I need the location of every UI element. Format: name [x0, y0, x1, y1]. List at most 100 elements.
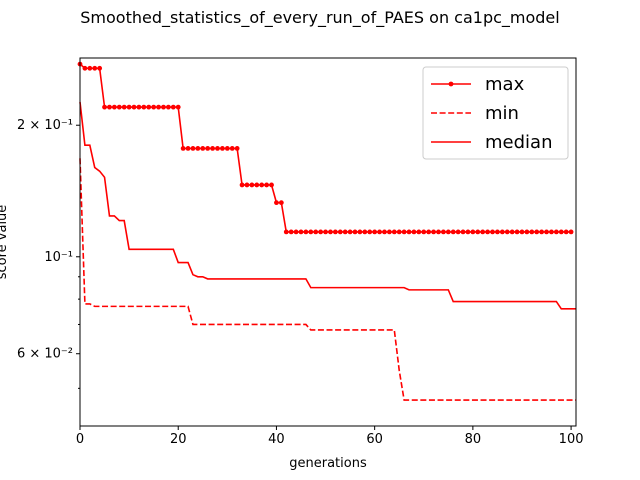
data-point-max — [87, 65, 93, 71]
data-point-max — [82, 65, 88, 71]
data-point-max — [386, 229, 392, 235]
legend: max min median — [422, 66, 569, 160]
y-axis: 2 × 10⁻¹ 10⁻¹ 6 × 10⁻² — [17, 118, 80, 389]
data-point-max — [377, 229, 382, 235]
y-axis-label: score value — [0, 205, 10, 280]
data-point-max — [568, 229, 574, 235]
series-layer — [77, 61, 576, 401]
data-point-max — [445, 229, 451, 235]
legend-marker-max — [448, 81, 454, 87]
data-point-max — [558, 229, 564, 235]
data-point-max — [185, 146, 191, 151]
data-point-max — [195, 146, 201, 151]
x-tick-label: 100 — [559, 432, 584, 447]
data-point-max — [431, 229, 436, 235]
data-point-max — [372, 229, 378, 235]
data-point-max — [190, 146, 196, 151]
data-point-max — [180, 146, 186, 151]
data-point-max — [293, 229, 299, 235]
x-tick-label: 80 — [465, 432, 482, 447]
data-point-max — [485, 229, 491, 235]
data-point-max — [175, 104, 181, 110]
data-point-max — [519, 229, 525, 235]
data-point-max — [342, 229, 348, 235]
data-point-max — [529, 229, 535, 235]
data-point-max — [220, 146, 225, 151]
data-point-max — [116, 104, 122, 110]
x-axis: 0 20 40 60 80 100 — [76, 426, 584, 447]
x-tick-label: 20 — [170, 432, 187, 447]
data-point-max — [499, 229, 505, 235]
data-point-max — [249, 182, 255, 188]
series-min — [79, 158, 576, 401]
data-point-max — [480, 229, 486, 235]
data-point-max — [234, 146, 240, 151]
y-tick-label: 10⁻¹ — [44, 250, 73, 265]
series-max — [77, 61, 574, 235]
data-point-max — [156, 104, 161, 110]
data-point-max — [107, 104, 112, 110]
legend-label-max: max — [485, 74, 525, 95]
data-point-max — [441, 229, 446, 235]
data-point-max — [254, 182, 260, 188]
data-point-max — [126, 104, 132, 110]
x-axis-label: generations — [289, 456, 367, 471]
data-point-max — [303, 229, 309, 235]
data-point-max — [406, 229, 412, 235]
data-point-max — [328, 229, 333, 235]
data-point-max — [524, 229, 530, 235]
data-point-max — [205, 146, 211, 151]
data-point-max — [111, 104, 117, 110]
data-point-max — [382, 229, 387, 235]
data-point-max — [244, 182, 250, 188]
data-point-max — [298, 229, 304, 235]
data-point-max — [278, 200, 284, 206]
data-point-max — [352, 229, 358, 235]
data-point-max — [318, 229, 324, 235]
data-point-max — [102, 104, 107, 110]
data-point-max — [165, 104, 171, 110]
data-point-max — [323, 229, 328, 235]
data-point-max — [308, 229, 314, 235]
data-point-max — [490, 229, 495, 235]
data-point-max — [509, 229, 515, 235]
legend-label-min: min — [485, 103, 519, 124]
series-line-median — [79, 101, 576, 310]
x-tick-label: 60 — [366, 432, 383, 447]
series-line-min — [79, 158, 576, 401]
data-point-max — [362, 229, 368, 235]
data-point-max — [450, 229, 456, 235]
chart-title: Smoothed_statistics_of_every_run_of_PAES… — [80, 8, 559, 28]
data-point-max — [136, 104, 142, 110]
data-point-max — [549, 229, 554, 235]
data-point-max — [391, 229, 397, 235]
data-point-max — [121, 104, 127, 110]
y-tick-label: 6 × 10⁻² — [17, 347, 73, 362]
data-point-max — [470, 229, 476, 235]
data-point-max — [475, 229, 481, 235]
data-point-max — [411, 229, 417, 235]
data-point-max — [259, 182, 265, 188]
legend-box — [422, 66, 569, 160]
data-point-max — [553, 229, 559, 235]
data-point-max — [421, 229, 427, 235]
data-point-max — [151, 104, 157, 110]
data-point-max — [514, 229, 520, 235]
data-point-max — [455, 229, 461, 235]
x-tick-label: 0 — [76, 432, 84, 447]
data-point-max — [92, 65, 98, 71]
data-point-max — [534, 229, 540, 235]
data-point-max — [229, 146, 235, 151]
data-point-max — [396, 229, 402, 235]
data-point-max — [239, 182, 245, 188]
data-point-max — [332, 229, 338, 235]
data-point-max — [170, 104, 176, 110]
data-point-max — [495, 229, 500, 235]
data-point-max — [347, 229, 353, 235]
data-point-max — [436, 229, 441, 235]
legend-label-median: median — [485, 132, 552, 153]
data-point-max — [215, 146, 220, 151]
data-point-max — [504, 229, 510, 235]
data-point-max — [539, 229, 545, 235]
